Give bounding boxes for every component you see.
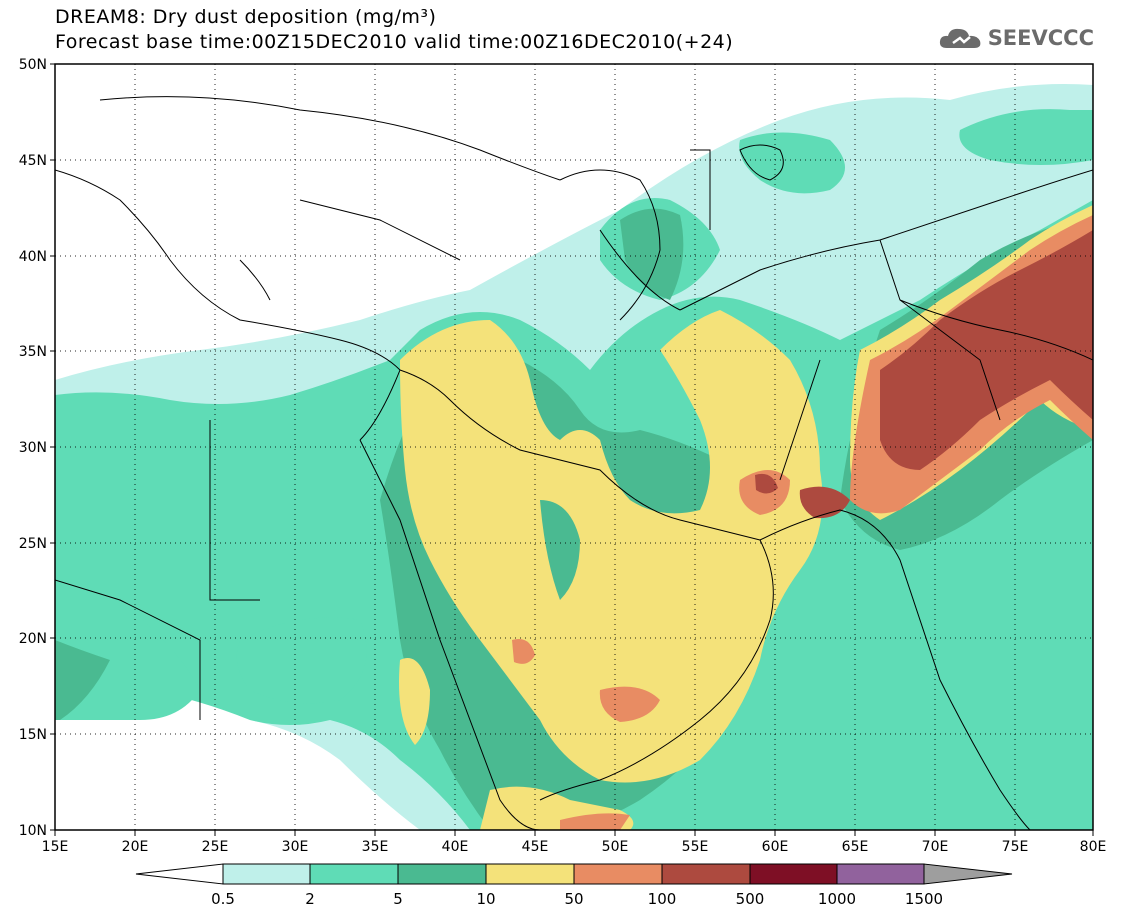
colorbar-bin [222,863,311,885]
lon-label: 25E [202,839,229,855]
lat-label: 45N [19,153,47,169]
forecast-time-subtitle: Forecast base time:00Z15DEC2010 valid ti… [55,31,734,53]
colorbar-label: 10 [476,890,495,908]
tick-marks [50,63,1094,836]
lon-label: 65E [842,839,869,855]
lon-label: 60E [762,839,789,855]
colorbar-label: 1500 [905,890,943,908]
lon-label: 55E [682,839,709,855]
lat-label: 35N [19,344,47,360]
lon-label: 45E [522,839,549,855]
colorbar-label: 2 [305,890,315,908]
colorbar-bin [573,863,663,885]
logo-text: SEEVCCC [987,26,1094,50]
colorbar-label: 50 [564,890,583,908]
longitude-labels: 15E 20E 25E 30E 35E 40E 45E 50E 55E 60E … [42,839,1107,855]
colorbar-bin [485,863,575,885]
graticule [55,64,1093,830]
coastlines-and-borders [55,96,1093,830]
colorbar-bin [836,863,925,885]
colorbar-bin [661,863,751,885]
dust-fields [55,84,1093,830]
lon-label: 50E [602,839,629,855]
lat-label: 25N [19,536,47,552]
colorbar-over-triangle [923,863,1013,885]
lon-label: 70E [922,839,949,855]
lon-label: 40E [442,839,469,855]
colorbar-label: 500 [736,890,765,908]
lat-label: 20N [19,631,47,647]
cloud-icon [939,28,981,48]
lat-label: 40N [19,249,47,265]
lon-label: 75E [1002,839,1029,855]
lat-label: 10N [19,823,47,839]
lat-label: 50N [19,57,47,73]
lon-label: 20E [122,839,149,855]
colorbar-bin [397,863,487,885]
lat-label: 30N [19,440,47,456]
colorbar-label: 100 [648,890,677,908]
lon-label: 15E [42,839,69,855]
colorbar-label: 0.5 [211,890,235,908]
colorbar-under-triangle [135,863,224,885]
lon-label: 80E [1080,839,1107,855]
colorbar-bin [749,863,838,885]
map-title: DREAM8: Dry dust deposition (mg/m³) [55,6,437,28]
colorbar-bin [309,863,399,885]
colorbar: 0.5 2 5 10 50 100 500 1000 1500 [135,863,1013,908]
colorbar-label: 5 [393,890,403,908]
seevccc-logo: SEEVCCC [937,24,1094,52]
latitude-labels: 50N 45N 40N 35N 30N 25N 20N 15N 10N [19,57,47,839]
lon-label: 30E [282,839,309,855]
colorbar-label: 1000 [818,890,856,908]
lon-label: 35E [362,839,389,855]
lat-label: 15N [19,727,47,743]
